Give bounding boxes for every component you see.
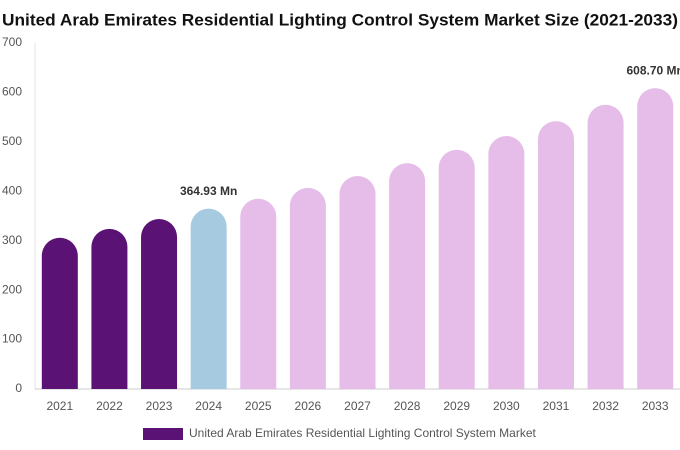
y-tick-label: 100	[2, 332, 22, 346]
bar	[190, 208, 227, 389]
legend-swatch	[143, 428, 183, 440]
bar	[389, 163, 426, 389]
x-tick-label: 2023	[146, 399, 173, 413]
bar	[438, 149, 475, 389]
value-label: 364.93 Mn	[180, 184, 237, 198]
y-tick-label: 400	[2, 183, 22, 197]
bar	[488, 135, 525, 389]
x-tick-label: 2026	[295, 399, 322, 413]
bar	[637, 88, 674, 389]
x-tick-label: 2033	[642, 399, 669, 413]
x-tick-label: 2032	[592, 399, 619, 413]
bar	[587, 104, 624, 390]
bar	[240, 198, 277, 389]
y-tick-label: 600	[2, 85, 22, 99]
bar	[537, 121, 574, 389]
y-tick-label: 200	[2, 282, 22, 296]
chart-title: United Arab Emirates Residential Lightin…	[2, 10, 678, 29]
bar	[141, 218, 178, 389]
legend-label: United Arab Emirates Residential Lightin…	[189, 426, 536, 440]
x-tick-label: 2022	[96, 399, 123, 413]
bar	[289, 187, 326, 389]
x-tick-label: 2025	[245, 399, 272, 413]
x-tick-label: 2027	[344, 399, 371, 413]
bar	[41, 237, 78, 389]
x-tick-label: 2028	[394, 399, 421, 413]
y-tick-label: 0	[15, 381, 22, 395]
x-tick-label: 2030	[493, 399, 520, 413]
value-label: 608.70 Mn	[627, 63, 680, 77]
y-tick-label: 500	[2, 134, 22, 148]
y-tick-label: 700	[2, 35, 22, 49]
x-tick-label: 2031	[543, 399, 570, 413]
y-tick-label: 300	[2, 233, 22, 247]
x-tick-label: 2029	[443, 399, 470, 413]
bar	[339, 175, 376, 389]
x-tick-label: 2024	[195, 399, 222, 413]
bar	[91, 228, 128, 389]
x-tick-label: 2021	[46, 399, 73, 413]
